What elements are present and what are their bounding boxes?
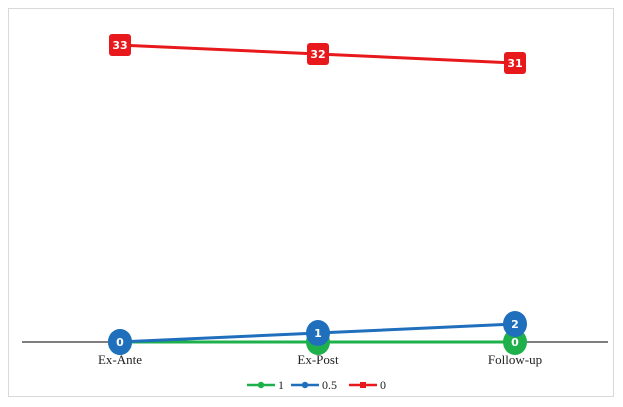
legend-label: 0.5 — [322, 378, 337, 392]
data-point — [503, 329, 527, 355]
legend-label: 1 — [278, 378, 284, 392]
data-point — [504, 52, 526, 74]
data-point — [307, 43, 329, 65]
data-label: 0 — [511, 336, 519, 349]
data-label: 32 — [310, 48, 325, 61]
legend-label: 0 — [380, 378, 386, 392]
x-tick-label: Ex-Post — [297, 352, 339, 367]
legend-marker — [301, 381, 309, 389]
data-label: 31 — [507, 57, 522, 70]
legend-marker — [257, 381, 265, 389]
data-label: 2 — [511, 318, 519, 331]
data-label: 33 — [112, 39, 127, 52]
data-point — [109, 34, 131, 56]
data-point — [503, 311, 527, 337]
data-label: 0 — [116, 336, 124, 349]
data-label: 1 — [314, 327, 322, 340]
x-tick-label: Follow-up — [488, 352, 542, 367]
legend-marker — [360, 382, 366, 388]
data-point — [306, 320, 330, 346]
legend-entry: 0.5 — [291, 378, 337, 392]
legend-entry: 0 — [349, 378, 386, 392]
data-point — [108, 329, 132, 355]
x-tick-label: Ex-Ante — [98, 352, 142, 367]
legend-entry: 1 — [247, 378, 284, 392]
